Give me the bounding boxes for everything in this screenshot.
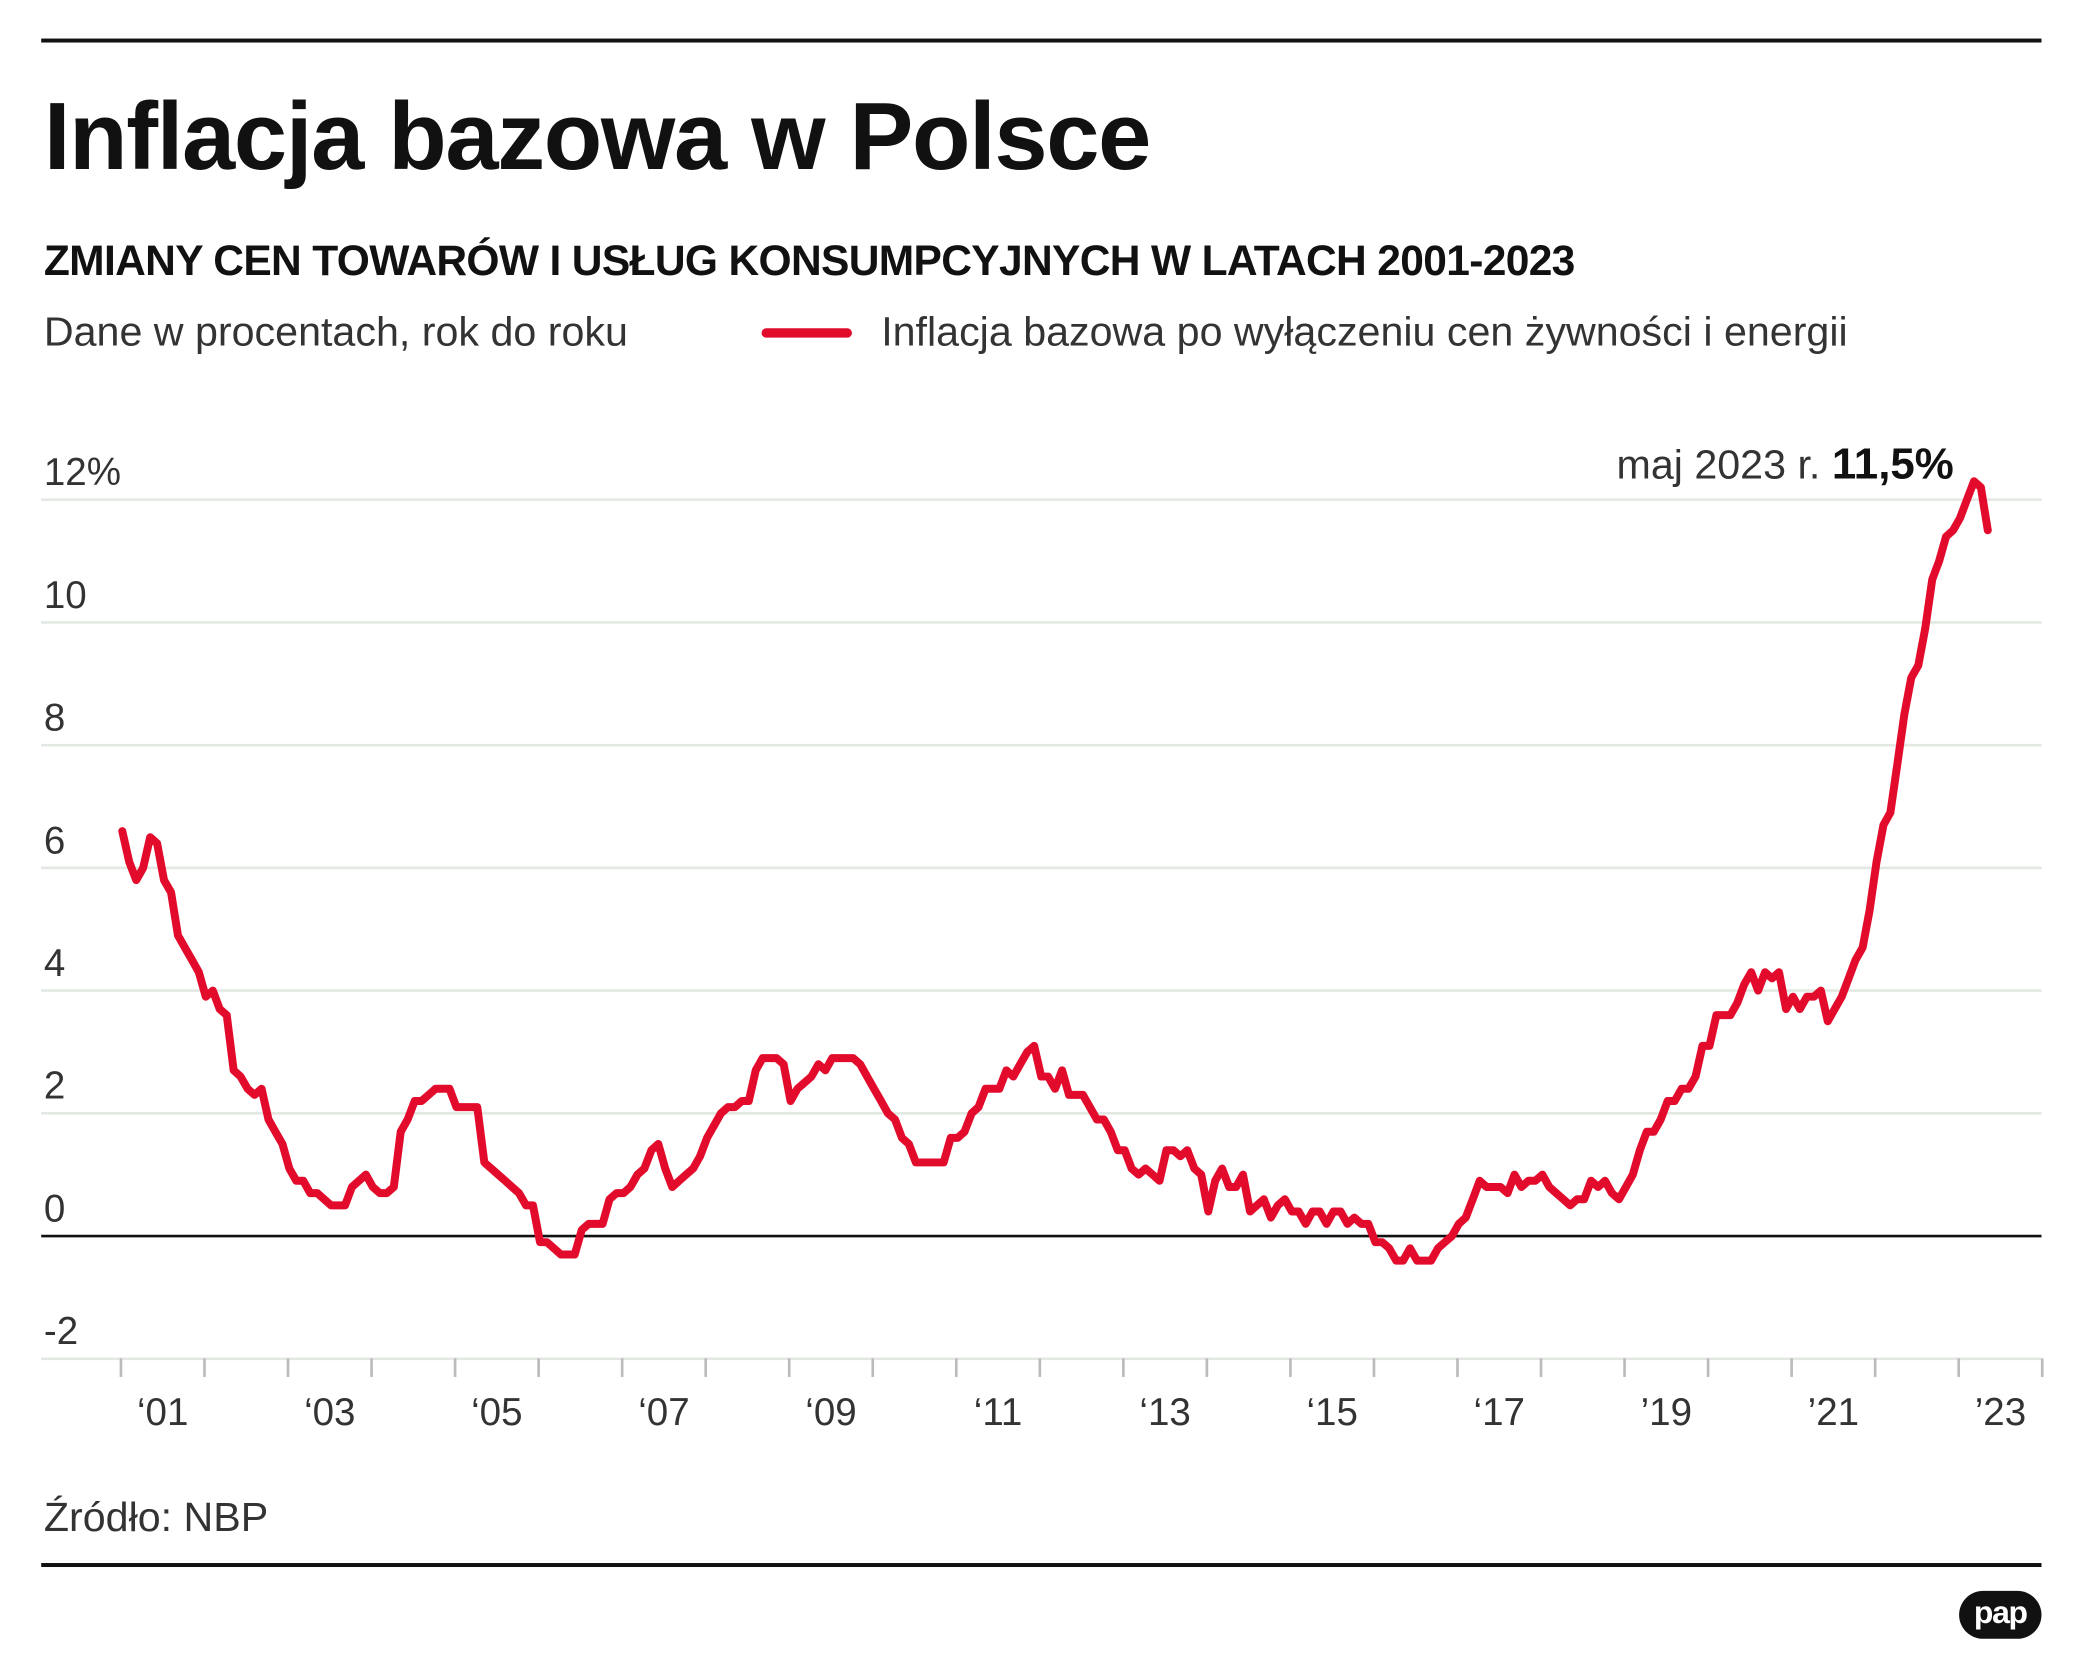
y-tick-label: 10 [44,574,87,617]
x-tick-label: ‘03 [304,1391,355,1434]
legend-swatch [761,328,852,338]
y-tick-label: 4 [44,942,65,985]
y-tick-label: -2 [44,1310,78,1353]
x-tick-label: ’19 [1641,1391,1692,1434]
source-note: Źródło: NBP [43,1493,269,1541]
y-tick-label: 2 [44,1065,65,1108]
y-tick-label: 0 [44,1187,65,1230]
x-tick-label: ‘13 [1139,1391,1190,1434]
inflation-series-line [118,477,1992,1265]
x-tick-label: ‘07 [638,1391,689,1434]
pap-logo: pap [1959,1590,2042,1639]
legend-label: Inflacja bazowa po wyłączeniu cen żywnoś… [881,308,1848,355]
bottom-rule [41,1563,2042,1568]
x-tick-label: ‘09 [805,1391,856,1434]
y-tick-label: 8 [44,697,65,740]
latest-value-annotation: maj 2023 r. 11,5% [1617,439,1954,490]
x-tick-label: ‘17 [1474,1391,1525,1434]
x-tick-label: ‘11 [974,1391,1023,1434]
x-tick-label: ‘01 [137,1391,188,1434]
x-tick-label: ‘15 [1306,1391,1357,1434]
annotation-value: 11,5% [1831,438,1954,488]
annotation-label: maj 2023 r. [1616,441,1821,488]
x-tick-label: ’23 [1975,1391,2026,1434]
top-rule [41,38,2042,43]
chart-title: Inflacja bazowa w Polsce [43,83,1152,191]
y-tick-label: 12% [44,451,121,494]
y-tick-label: 6 [44,819,65,862]
x-tick-label: ’21 [1808,1391,1859,1434]
x-tick-label: ‘05 [471,1391,522,1434]
chart-subtitle: ZMIANY CEN TOWARÓW I USŁUG KONSUMPCYJNYC… [43,236,1575,285]
units-label: Dane w procentach, rok do roku [43,308,628,355]
